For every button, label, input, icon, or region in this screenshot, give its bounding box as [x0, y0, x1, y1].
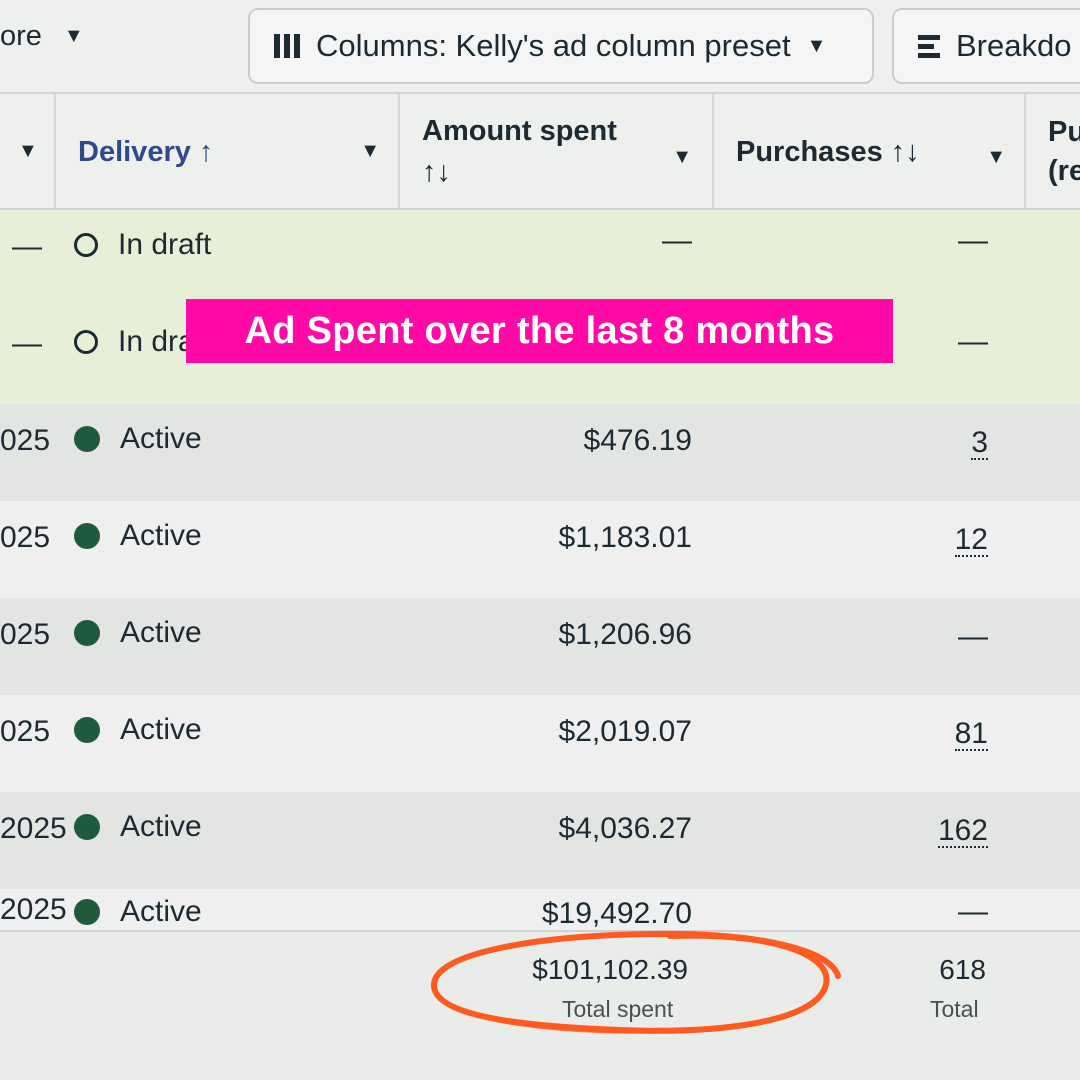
header-delivery-label: Delivery ↑	[78, 135, 214, 168]
active-dot-icon	[74, 523, 100, 549]
row-dash: —	[12, 230, 42, 263]
breakdown-icon	[918, 34, 940, 58]
header-delivery[interactable]: Delivery ↑ ▼	[54, 94, 400, 210]
purchases-cell: —	[958, 224, 988, 257]
amount-spent-cell: —	[662, 224, 692, 257]
columns-icon	[274, 34, 300, 58]
table-row[interactable]: 025 Active $476.19 3	[0, 404, 1080, 501]
column-menu-caret-icon[interactable]: ▼	[672, 146, 692, 168]
status-label: Active	[120, 895, 202, 928]
purchases-cell: —	[958, 620, 988, 653]
delivery-status: Active	[74, 519, 202, 553]
table-row[interactable]: 2025 Active $4,036.27 162	[0, 792, 1080, 889]
delivery-status: Active	[74, 895, 202, 929]
purchases-cell: —	[958, 895, 988, 928]
column-menu-caret-icon[interactable]: ▼	[360, 140, 380, 162]
date-cell: 025	[0, 618, 51, 651]
sort-icon[interactable]: ↑↓	[422, 156, 451, 188]
total-purchases: 618	[939, 954, 986, 985]
active-dot-icon	[74, 426, 100, 452]
column-menu-caret-icon[interactable]: ▼	[986, 146, 1006, 168]
status-label: Active	[120, 422, 202, 455]
column-menu-caret-icon[interactable]: ▼	[18, 140, 38, 162]
breakdown-button[interactable]: Breakdo	[892, 8, 1080, 84]
header-purchases[interactable]: Purchases ↑↓ ▼	[714, 94, 1026, 210]
delivery-status: Active	[74, 422, 202, 456]
header-amount-label: Amount spent	[422, 115, 617, 147]
amount-spent-cell: $476.19	[583, 424, 692, 457]
table-row[interactable]: 025 Active $1,183.01 12	[0, 501, 1080, 598]
amount-spent-cell: $1,183.01	[558, 521, 692, 554]
more-label: ore	[0, 19, 42, 52]
header-amount-spent[interactable]: Amount spent ↑↓ ▼	[400, 94, 714, 210]
delivery-status: Active	[74, 713, 202, 747]
status-label: Active	[120, 616, 202, 649]
total-purchases-label: Total	[930, 996, 979, 1022]
header-next-column[interactable]: Pu (re	[1026, 94, 1080, 210]
columns-label: Columns: Kelly's ad column preset	[316, 28, 791, 63]
row-dash: —	[12, 327, 42, 360]
total-amount-label: Total spent	[562, 996, 674, 1022]
table-row[interactable]: — In draft — —	[0, 210, 1080, 307]
purchases-cell[interactable]: 162	[937, 814, 988, 848]
active-dot-icon	[74, 899, 100, 925]
toolbar: ore ▼ Columns: Kelly's ad column preset …	[0, 0, 1080, 92]
delivery-status: Active	[74, 616, 202, 650]
date-cell: 025	[0, 715, 51, 748]
amount-spent-cell: $19,492.70	[541, 897, 692, 930]
more-dropdown[interactable]: ore ▼	[0, 14, 84, 58]
date-cell: 2025	[0, 812, 67, 845]
caret-down-icon: ▼	[806, 34, 827, 57]
draft-circle-icon	[74, 233, 98, 257]
header-next-line2: (re	[1048, 155, 1080, 187]
delivery-status: In dra	[74, 325, 195, 359]
amount-spent-cell: $4,036.27	[558, 812, 692, 845]
date-cell: 2025	[0, 893, 67, 926]
ad-spent-banner: Ad Spent over the last 8 months	[186, 299, 893, 363]
active-dot-icon	[74, 814, 100, 840]
amount-spent-cell: $1,206.96	[558, 618, 692, 651]
status-label: In draft	[118, 228, 212, 261]
purchases-cell: —	[958, 325, 988, 358]
highlight-circle-icon	[431, 930, 841, 1034]
amount-spent-cell: $2,019.07	[558, 715, 692, 748]
purchases-cell[interactable]: 81	[954, 717, 988, 751]
date-cell: 025	[0, 424, 51, 457]
status-label: Active	[120, 810, 202, 843]
status-label: In dra	[118, 325, 195, 358]
purchases-cell[interactable]: 3	[971, 426, 988, 460]
total-amount-spent: $101,102.39	[532, 954, 688, 985]
table-header: ▼ Delivery ↑ ▼ Amount spent ↑↓ ▼ Purchas…	[0, 92, 1080, 210]
active-dot-icon	[74, 717, 100, 743]
totals-row: $101,102.39 Total spent 618 Total	[0, 930, 1080, 1080]
table-row[interactable]: 025 Active $1,206.96 —	[0, 598, 1080, 695]
breakdown-label: Breakdo	[956, 28, 1072, 63]
header-purchases-label: Purchases ↑↓	[736, 135, 920, 168]
header-next-line1: Pu	[1048, 116, 1080, 148]
draft-circle-icon	[74, 330, 98, 354]
date-cell: 025	[0, 521, 51, 554]
columns-preset-button[interactable]: Columns: Kelly's ad column preset ▼	[248, 8, 874, 84]
table-row[interactable]: 2025 Active $19,492.70 —	[0, 889, 1080, 930]
status-label: Active	[120, 519, 202, 552]
table-row[interactable]: 025 Active $2,019.07 81	[0, 695, 1080, 792]
caret-down-icon: ▼	[63, 24, 84, 47]
active-dot-icon	[74, 620, 100, 646]
purchases-cell[interactable]: 12	[954, 523, 988, 557]
status-label: Active	[120, 713, 202, 746]
delivery-status: In draft	[74, 228, 211, 262]
delivery-status: Active	[74, 810, 202, 844]
